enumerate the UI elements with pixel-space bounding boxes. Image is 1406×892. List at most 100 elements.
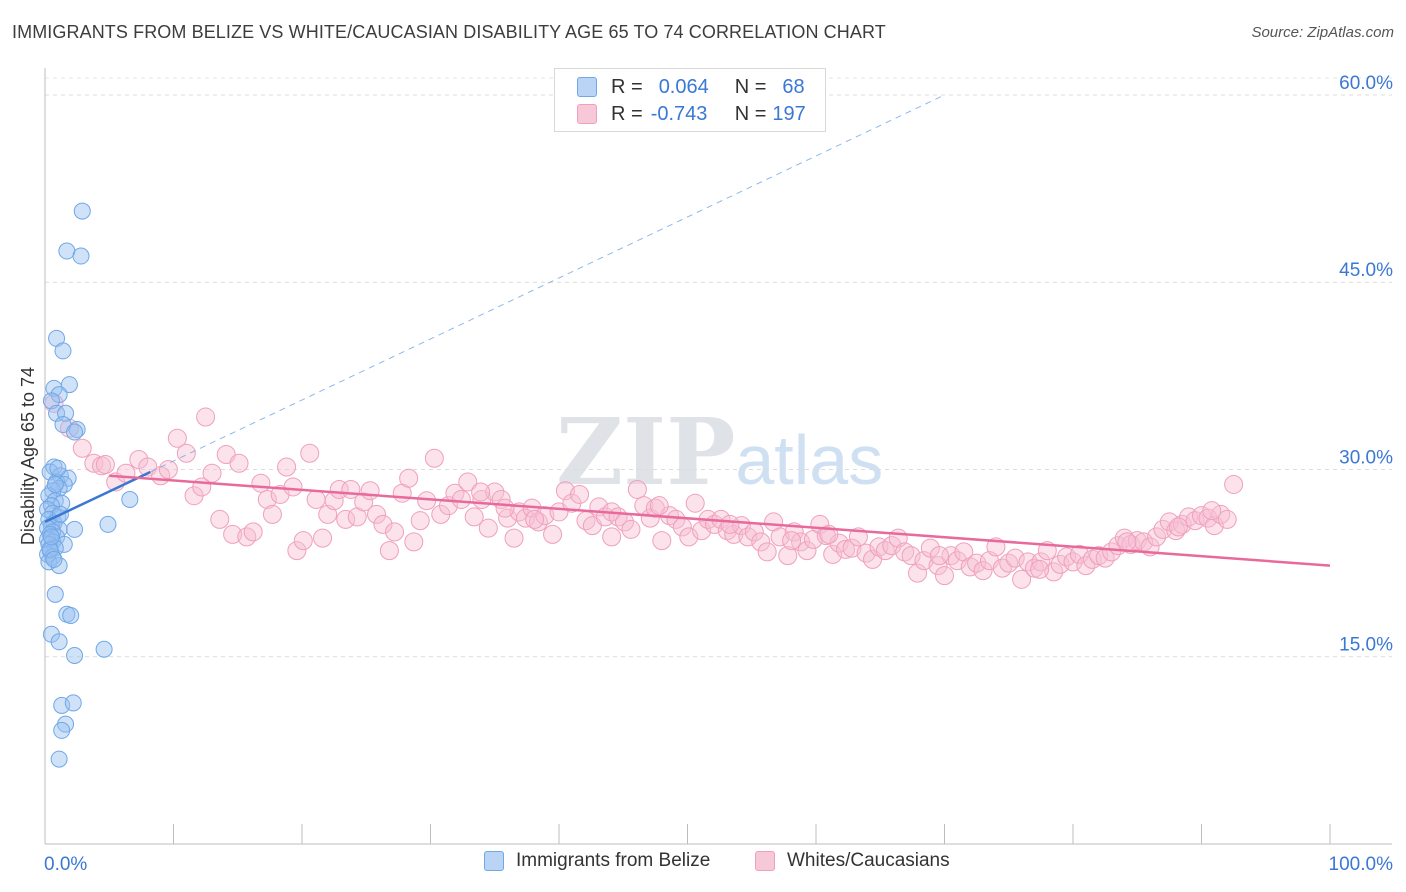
x-tick-label-left: 0.0% <box>44 854 87 875</box>
point-whites <box>543 524 563 544</box>
legend-r-value: 0.064 <box>658 75 709 98</box>
point-whites <box>929 546 949 566</box>
y-tick-label: 60.0% <box>1339 73 1393 94</box>
trend-lines <box>44 94 1331 567</box>
chart-title: IMMIGRANTS FROM BELIZE VS WHITE/CAUCASIA… <box>12 22 886 42</box>
point-belize <box>66 646 84 664</box>
point-whites <box>770 527 790 547</box>
point-whites <box>570 484 590 504</box>
point-whites <box>223 524 243 544</box>
point-whites <box>95 454 115 474</box>
point-whites <box>720 514 740 534</box>
point-whites <box>237 527 257 547</box>
point-belize <box>66 520 84 538</box>
point-whites <box>287 541 307 561</box>
trend-whites <box>109 474 1331 567</box>
point-whites <box>277 457 297 477</box>
point-belize <box>72 247 90 265</box>
point-whites <box>336 509 356 529</box>
point-whites <box>875 541 895 561</box>
point-belize <box>57 404 75 422</box>
point-belize <box>99 515 117 533</box>
point-whites <box>602 527 622 547</box>
legend-swatch-belize <box>484 851 504 871</box>
point-belize <box>121 490 139 508</box>
point-whites <box>167 428 187 448</box>
point-belize <box>68 421 86 439</box>
point-belize <box>60 376 78 394</box>
point-belize <box>95 640 113 658</box>
point-whites <box>914 551 934 571</box>
point-whites <box>666 509 686 529</box>
point-whites <box>196 407 216 427</box>
point-whites <box>1030 559 1050 579</box>
point-whites <box>685 493 705 513</box>
y-axis-label: Disability Age 65 to 74 <box>18 367 38 545</box>
legend-item-belize[interactable]: Immigrants from Belize <box>484 850 710 872</box>
point-whites <box>306 489 326 509</box>
point-belize <box>50 633 68 651</box>
tick-labels: 15.0% 30.0% 45.0% 60.0% 0.0% 100.0% <box>44 73 1393 875</box>
legend-r-label: R = <box>611 75 643 98</box>
y-tick-label: 15.0% <box>1339 635 1393 656</box>
point-whites <box>385 522 405 542</box>
point-whites <box>478 518 498 538</box>
legend-n-label: N = <box>734 75 767 98</box>
y-tick-label: 45.0% <box>1339 260 1393 281</box>
point-whites <box>1069 544 1089 564</box>
point-belize <box>54 342 72 360</box>
point-whites <box>935 566 954 586</box>
point-belize <box>45 550 63 568</box>
legend-swatch-whites <box>577 104 597 124</box>
point-whites <box>649 496 669 516</box>
point-whites <box>72 438 92 458</box>
gridlines <box>45 77 1392 658</box>
series-whites-points <box>44 393 1244 589</box>
point-whites <box>404 532 424 552</box>
point-whites <box>210 509 230 529</box>
point-whites <box>999 553 1019 573</box>
point-whites <box>293 531 313 551</box>
point-whites <box>504 528 524 548</box>
legend-item-whites[interactable]: Whites/Caucasians <box>755 850 950 872</box>
point-whites <box>757 542 777 562</box>
source-label: Source: ZipAtlas.com <box>1251 24 1394 41</box>
point-belize <box>42 392 60 410</box>
legend-swatch-whites <box>755 851 775 871</box>
point-whites <box>451 489 471 509</box>
point-belize <box>66 423 84 441</box>
legend-label-whites: Whites/Caucasians <box>787 850 950 871</box>
point-whites <box>44 393 64 413</box>
point-whites <box>399 468 419 488</box>
point-whites <box>621 519 641 539</box>
point-belize <box>58 242 76 260</box>
point-belize <box>73 202 91 220</box>
point-whites <box>928 556 948 576</box>
legend-r-value: -0.743 <box>650 102 708 125</box>
point-whites <box>1044 562 1064 582</box>
point-whites <box>1224 474 1244 494</box>
point-whites <box>464 507 484 527</box>
point-whites <box>782 531 802 551</box>
point-whites <box>283 477 303 497</box>
point-whites <box>471 482 491 502</box>
point-belize <box>50 750 68 768</box>
bottom-legend: Immigrants from Belize Whites/Caucasians <box>0 850 1406 878</box>
point-whites <box>836 539 856 559</box>
point-whites <box>895 542 915 562</box>
legend-n-label: N = <box>734 102 767 125</box>
point-whites <box>257 489 277 509</box>
point-whites <box>842 538 862 558</box>
point-whites <box>627 479 647 499</box>
point-belize <box>53 721 71 739</box>
point-whites <box>797 541 817 561</box>
point-whites <box>941 546 961 566</box>
point-whites <box>1005 548 1025 568</box>
point-whites <box>424 448 444 468</box>
point-belize <box>64 694 82 712</box>
y-tick-label: 30.0% <box>1339 447 1393 468</box>
point-whites <box>485 482 505 502</box>
point-whites <box>1063 552 1083 572</box>
point-whites <box>555 481 575 501</box>
